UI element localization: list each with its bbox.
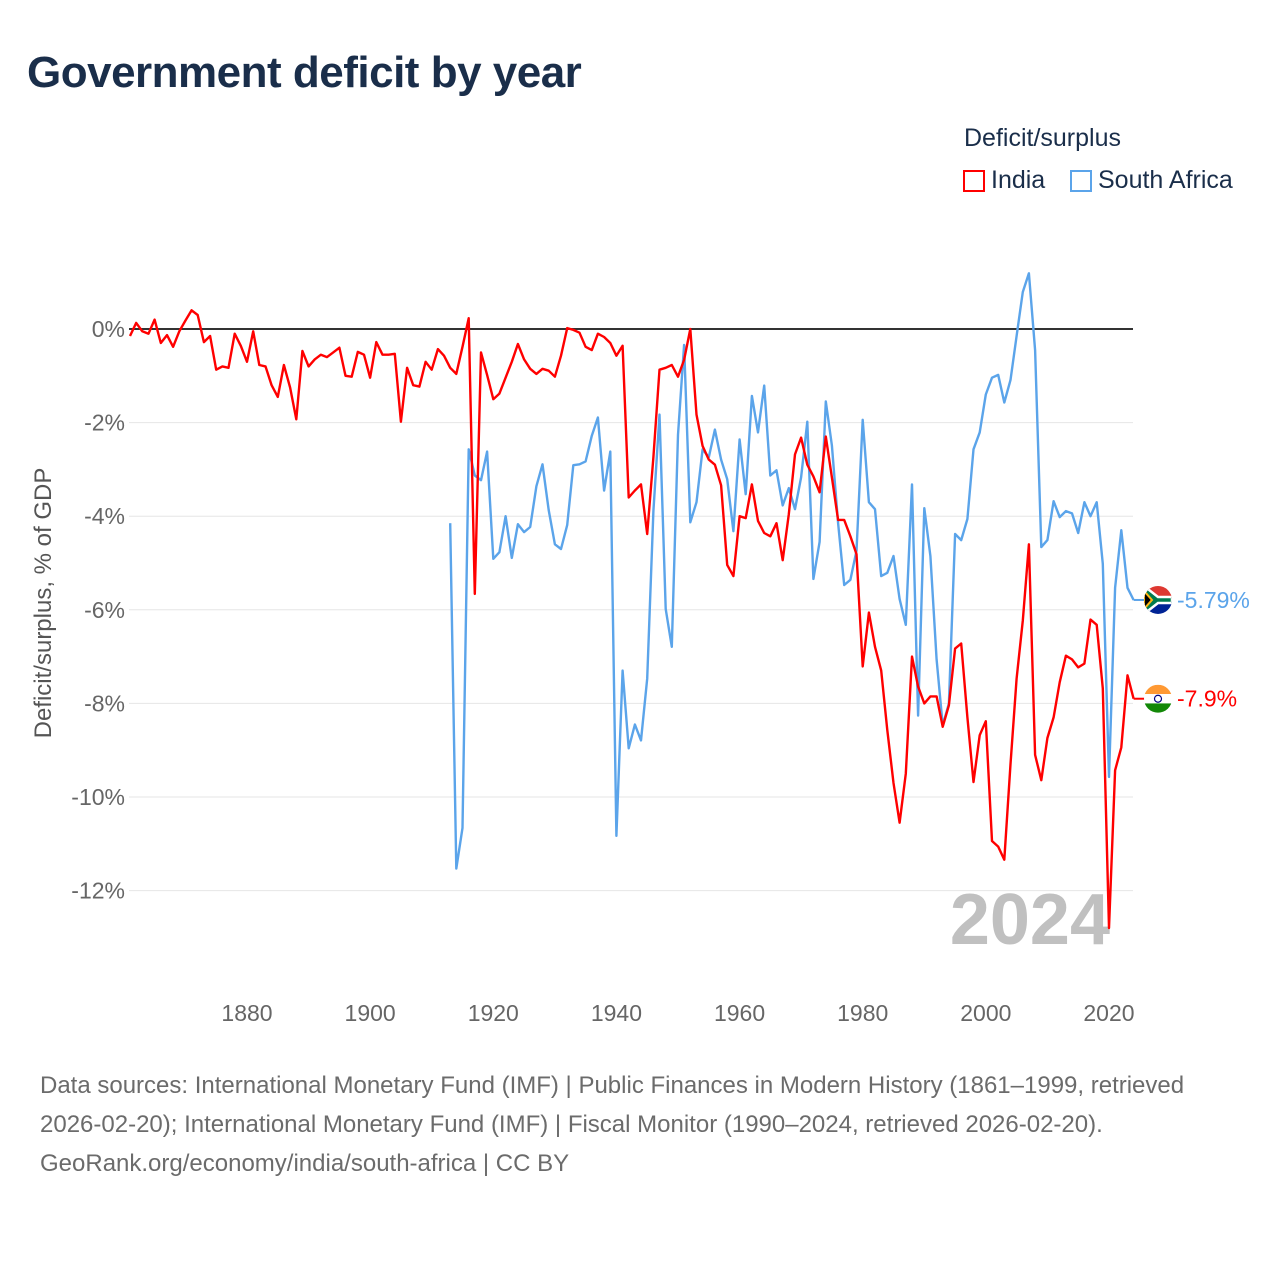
- y-tick-label: -12%: [71, 878, 125, 904]
- x-tick-label: 1900: [345, 1000, 396, 1026]
- x-tick-label: 1980: [837, 1000, 888, 1026]
- y-tick-label: -6%: [84, 597, 125, 623]
- y-tick-label: 0%: [92, 316, 125, 342]
- y-axis-label: Deficit/surplus, % of GDP: [30, 468, 57, 739]
- x-tick-label: 2000: [960, 1000, 1011, 1026]
- y-tick-label: -8%: [84, 690, 125, 716]
- flag-band: [1144, 694, 1172, 704]
- credit-link[interactable]: GeoRank.org/economy/india/south-africa |…: [40, 1150, 570, 1177]
- chakra: [1153, 694, 1163, 703]
- year-watermark: 2024: [950, 880, 1110, 960]
- y-tick-label: -10%: [71, 784, 125, 810]
- series-line-south-africa: [449, 272, 1135, 870]
- x-tick-label: 1920: [468, 1000, 519, 1026]
- legend-swatch-south-africa: [1070, 169, 1092, 192]
- legend-swatch-india: [963, 169, 985, 192]
- flag-band: [1144, 585, 1172, 614]
- india-flag-icon: [1144, 684, 1172, 713]
- flag-band: [1144, 703, 1172, 713]
- legend-title: Deficit/surplus: [964, 124, 1121, 152]
- footer: Data sources: International Monetary Fun…: [40, 1066, 1240, 1183]
- x-tick-label: 1960: [714, 1000, 765, 1026]
- line-chart: 0% -2% -4% -6% -8% -10% -12% 1880 1900 1920 1940 19…: [30, 272, 1250, 1026]
- flag-band: [1144, 588, 1154, 612]
- legend-label: India: [991, 166, 1046, 194]
- flag-band: [1144, 684, 1172, 695]
- y-tick-label: -2%: [84, 410, 125, 436]
- chart-title: Government deficit by year: [27, 48, 582, 97]
- end-value-label: -7.9%: [1177, 686, 1237, 712]
- legend-label: South Africa: [1098, 166, 1233, 194]
- x-tick-label: 1940: [591, 1000, 642, 1026]
- x-tick-label: 1880: [221, 1000, 272, 1026]
- legend-item-india[interactable]: India: [963, 166, 1045, 195]
- south-africa-flag-icon: [1144, 585, 1172, 614]
- x-tick-label: 2020: [1083, 1000, 1134, 1026]
- data-sources: Data sources: International Monetary Fun…: [40, 1072, 1185, 1138]
- end-value-label: -5.79%: [1177, 587, 1250, 613]
- y-tick-label: -4%: [84, 503, 125, 529]
- legend-item-south-africa[interactable]: South Africa: [1070, 166, 1233, 195]
- series-line-india: [128, 309, 1135, 930]
